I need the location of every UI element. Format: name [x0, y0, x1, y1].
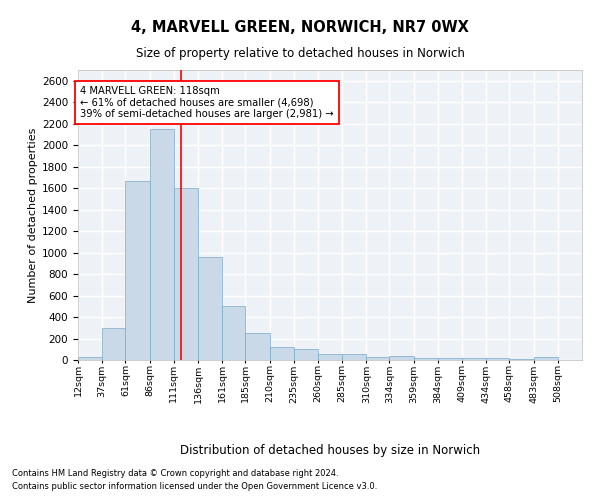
Text: Size of property relative to detached houses in Norwich: Size of property relative to detached ho… — [136, 48, 464, 60]
Bar — [318, 354, 342, 360]
Bar — [413, 358, 438, 360]
Bar — [245, 333, 269, 360]
Bar — [486, 358, 509, 360]
Bar — [102, 328, 125, 360]
Text: Contains public sector information licensed under the Open Government Licence v3: Contains public sector information licen… — [12, 482, 377, 491]
Bar — [509, 359, 533, 360]
Bar — [174, 188, 198, 360]
Bar — [222, 306, 245, 360]
Bar — [342, 354, 366, 360]
Bar — [125, 180, 149, 360]
Y-axis label: Number of detached properties: Number of detached properties — [28, 128, 38, 302]
Text: Contains HM Land Registry data © Crown copyright and database right 2024.: Contains HM Land Registry data © Crown c… — [12, 468, 338, 477]
Bar — [149, 129, 174, 360]
Bar — [269, 347, 294, 360]
Text: 4 MARVELL GREEN: 118sqm
← 61% of detached houses are smaller (4,698)
39% of semi: 4 MARVELL GREEN: 118sqm ← 61% of detache… — [80, 86, 334, 120]
Bar — [198, 257, 222, 360]
Bar — [366, 357, 389, 360]
Text: 4, MARVELL GREEN, NORWICH, NR7 0WX: 4, MARVELL GREEN, NORWICH, NR7 0WX — [131, 20, 469, 35]
Bar — [389, 356, 413, 360]
Bar — [533, 357, 558, 360]
X-axis label: Distribution of detached houses by size in Norwich: Distribution of detached houses by size … — [180, 444, 480, 458]
Bar — [294, 350, 318, 360]
Bar — [438, 358, 462, 360]
Bar — [78, 357, 102, 360]
Bar — [462, 358, 486, 360]
